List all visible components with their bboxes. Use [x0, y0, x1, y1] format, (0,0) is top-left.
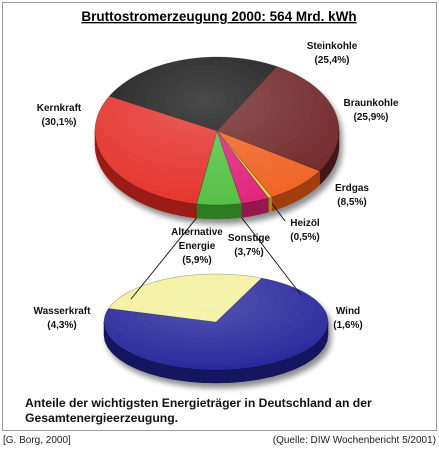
pie-chart-svg: Bruttostromerzeugung 2000: 564 Mrd. kWh …: [34, 9, 399, 384]
source-credit: (Quelle: DIW Wochenbericht 5/2001): [272, 435, 436, 446]
author-credit: [G. Borg, 2000]: [3, 435, 71, 446]
main-pie-side-alternative-energie: [196, 203, 242, 220]
label-alternative-line2: Energie: [179, 241, 216, 252]
value-erdgas: (8,5%): [337, 197, 366, 208]
chart-caption: Anteile der wichtigsten Energieträger in…: [25, 396, 372, 425]
value-alternative: (5,9%): [182, 255, 211, 266]
pie-connector-lines: [130, 203, 302, 300]
value-kernkraft: (30,1%): [41, 117, 76, 128]
value-wasserkraft: (4,3%): [47, 320, 76, 331]
main-pie: [94, 56, 340, 220]
label-wind: Wind: [336, 306, 360, 317]
value-heizoel: (0,5%): [290, 232, 319, 243]
connector-right: [241, 217, 302, 296]
chart-frame: Bruttostromerzeugung 2000: 564 Mrd. kWh …: [2, 2, 437, 431]
label-heizoel: Heizöl: [290, 218, 320, 229]
chart-title: Bruttostromerzeugung 2000: 564 Mrd. kWh: [81, 9, 356, 24]
connector-left: [130, 217, 197, 300]
label-erdgas: Erdgas: [335, 183, 369, 194]
label-steinkohle: Steinkohle: [307, 41, 358, 52]
label-wasserkraft: Wasserkraft: [34, 306, 92, 317]
value-braunkohle: (25,9%): [353, 112, 388, 123]
sub-pie-labels: Wasserkraft (4,3%) Wind (1,6%): [34, 306, 363, 331]
label-braunkohle: Braunkohle: [343, 98, 398, 109]
main-pie-labels: Steinkohle (25,4%) Braunkohle (25,9%) Er…: [37, 41, 399, 266]
label-sonstige: Sonstige: [228, 233, 271, 244]
value-steinkohle: (25,4%): [314, 55, 349, 66]
label-kernkraft: Kernkraft: [37, 103, 82, 114]
main-pie-side-heizoel: [268, 196, 273, 213]
heizoel-leader-line: [271, 203, 286, 222]
value-sonstige: (3,7%): [234, 247, 263, 258]
label-alternative-line1: Alternative: [171, 227, 223, 238]
value-wind: (1,6%): [333, 320, 362, 331]
